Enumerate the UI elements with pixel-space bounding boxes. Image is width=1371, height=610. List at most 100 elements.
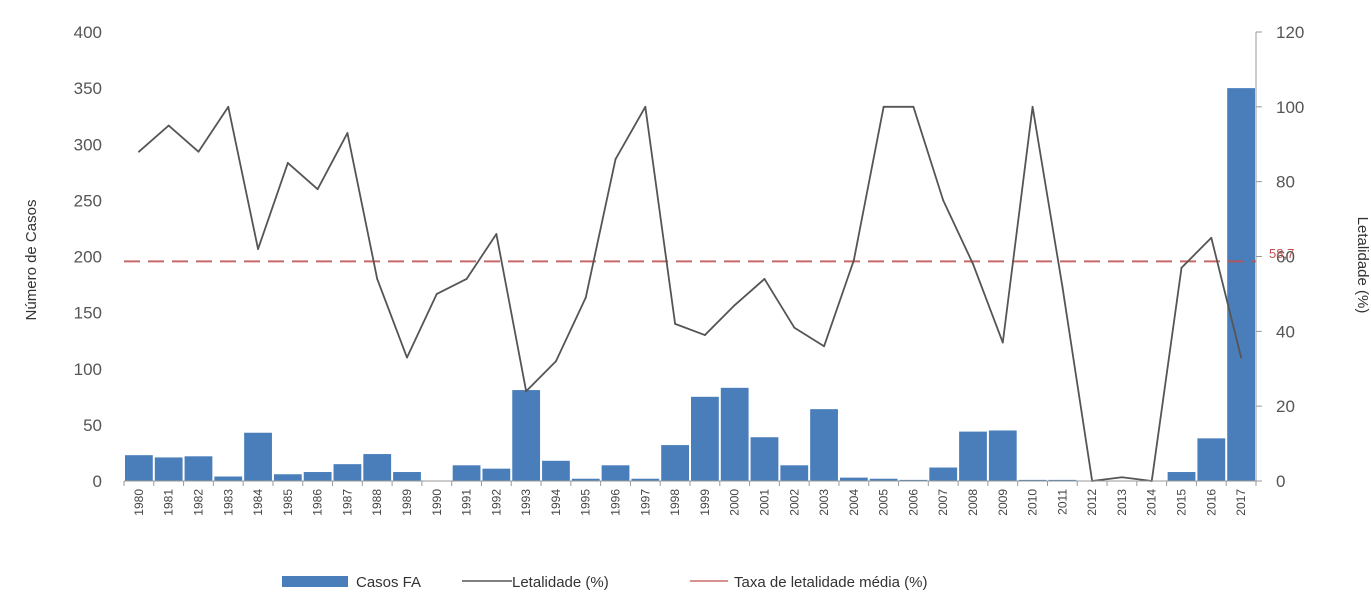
legend-label-casos-fa: Casos FA <box>356 574 421 591</box>
bar-2003 <box>810 409 838 481</box>
bar-1980 <box>125 455 153 481</box>
bar-1997 <box>631 478 660 481</box>
y-axis-title: Número de Casos <box>23 200 40 321</box>
letalidade-point-1990 <box>435 293 438 295</box>
axes-layer: 0 50 100 150 200 250 300 350 400 0 20 40 60 80 100 120 1… <box>74 23 1305 516</box>
y2-tick-label-80: 80 <box>1276 173 1295 192</box>
letalidade-point-2017 <box>1240 356 1243 359</box>
x-tick-label-2016: 2016 <box>1204 489 1218 516</box>
line-layer <box>124 105 1256 482</box>
bar-1989 <box>393 472 421 481</box>
x-tick-label-2015: 2015 <box>1175 489 1189 516</box>
letalidade-point-1987 <box>346 132 349 134</box>
x-tick-label-2006: 2006 <box>906 489 920 516</box>
legend-swatch-casos-fa <box>282 576 348 587</box>
letalidade-line <box>138 105 1242 482</box>
x-tick-label-2008: 2008 <box>966 489 980 516</box>
x-tick-label-1990: 1990 <box>430 489 444 516</box>
letalidade-point-1996 <box>614 158 617 161</box>
x-tick-label-1993: 1993 <box>519 489 533 516</box>
x-tick-label-1980: 1980 <box>132 489 146 516</box>
bar-2016 <box>1197 438 1226 481</box>
bar-1993 <box>512 390 541 481</box>
letalidade-point-1991 <box>465 278 468 280</box>
letalidade-point-1981 <box>167 124 170 127</box>
letalidade-point-2005 <box>882 105 885 108</box>
legend-label-taxa-media: Taxa de letalidade média (%) <box>734 574 927 591</box>
bar-1984 <box>244 432 272 481</box>
x-tick-label-1995: 1995 <box>579 489 593 516</box>
bar-2004 <box>839 477 868 481</box>
y2-tick-label-20: 20 <box>1276 397 1295 416</box>
y2-tick-label-100: 100 <box>1276 98 1304 117</box>
bar-1991 <box>452 465 481 481</box>
x-tick-label-1985: 1985 <box>281 489 295 516</box>
bar-2009 <box>988 430 1017 481</box>
letalidade-point-1998 <box>674 322 677 325</box>
x-tick-label-2005: 2005 <box>877 489 891 516</box>
x-tick-label-2004: 2004 <box>847 489 861 516</box>
bar-1998 <box>661 445 689 481</box>
x-tick-label-1999: 1999 <box>698 489 712 516</box>
letalidade-point-1985 <box>286 162 289 164</box>
letalidade-point-1989 <box>406 356 408 359</box>
legend-label-letalidade: Letalidade (%) <box>512 574 609 591</box>
y-tick-label-250: 250 <box>74 191 102 210</box>
letalidade-point-2009 <box>1001 341 1004 344</box>
letalidade-point-1984 <box>257 248 259 250</box>
y-tick-label-150: 150 <box>74 304 102 323</box>
y-tick-label-400: 400 <box>74 23 102 42</box>
bar-1988 <box>363 454 392 481</box>
letalidade-point-1995 <box>584 296 587 299</box>
x-tick-label-2010: 2010 <box>1026 489 1040 516</box>
bar-1987 <box>333 464 362 481</box>
x-tick-label-2002: 2002 <box>787 489 801 516</box>
y2-tick-label-40: 40 <box>1276 322 1295 341</box>
x-tick-label-1989: 1989 <box>400 489 414 516</box>
x-tick-label-2009: 2009 <box>996 489 1010 516</box>
letalidade-point-2015 <box>1180 266 1183 269</box>
letalidade-point-1994 <box>555 360 557 363</box>
letalidade-point-2008 <box>972 263 974 265</box>
x-tick-label-1997: 1997 <box>638 489 652 516</box>
letalidade-point-2004 <box>852 259 855 262</box>
y2-tick-label-120: 120 <box>1276 23 1304 42</box>
letalidade-point-1982 <box>197 150 200 153</box>
x-tick-label-2014: 2014 <box>1145 489 1159 516</box>
letalidade-point-1986 <box>316 188 319 191</box>
x-tick-label-2011: 2011 <box>1055 489 1069 515</box>
bar-1982 <box>184 456 213 481</box>
bar-2000 <box>720 387 749 481</box>
x-tick-label-2017: 2017 <box>1234 489 1248 516</box>
x-tick-label-1991: 1991 <box>460 489 474 516</box>
x-tick-label-2001: 2001 <box>757 489 771 516</box>
bar-2015 <box>1167 472 1196 481</box>
y-tick-label-350: 350 <box>74 79 102 98</box>
x-tick-label-1992: 1992 <box>489 489 503 516</box>
letalidade-point-1999 <box>703 334 706 336</box>
y-tick-label-50: 50 <box>83 416 102 435</box>
letalidade-point-2002 <box>793 326 796 329</box>
x-tick-label-2007: 2007 <box>936 489 950 516</box>
bar-1992 <box>482 468 511 481</box>
letalidade-point-2013 <box>1121 476 1123 479</box>
letalidade-point-2016 <box>1210 236 1213 239</box>
bars-layer <box>125 88 1255 482</box>
x-tick-label-1983: 1983 <box>221 489 235 516</box>
letalidade-point-2001 <box>763 278 766 280</box>
x-tick-label-1982: 1982 <box>191 489 205 516</box>
x-tick-label-1981: 1981 <box>162 489 176 516</box>
bar-1985 <box>273 474 302 481</box>
letalidade-point-1988 <box>376 278 379 280</box>
letalidade-point-2011 <box>1061 285 1064 288</box>
bar-1986 <box>303 472 332 481</box>
bar-2005 <box>869 478 898 481</box>
letalidade-point-2010 <box>1031 105 1034 108</box>
y2-tick-label-60: 60 <box>1276 248 1295 267</box>
bar-2007 <box>929 467 958 481</box>
letalidade-point-1983 <box>227 105 230 108</box>
bar-1994 <box>542 460 570 481</box>
x-tick-label-1996: 1996 <box>609 489 623 516</box>
